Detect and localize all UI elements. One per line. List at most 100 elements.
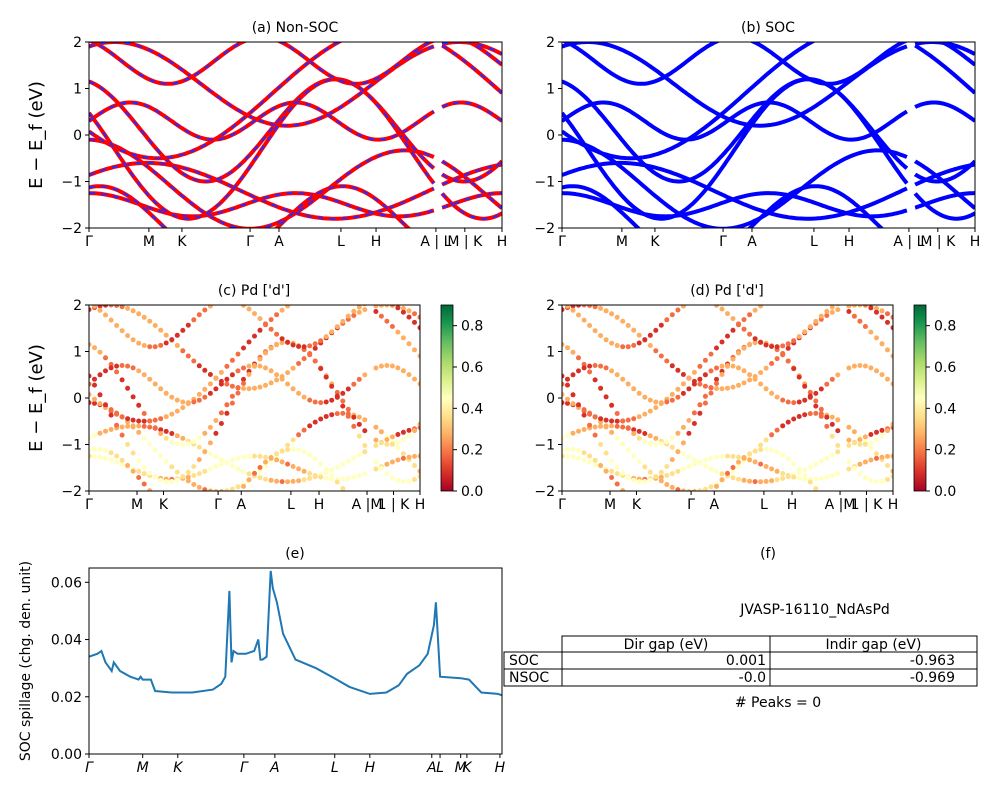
projection-dot	[318, 461, 324, 467]
projection-dot	[263, 459, 268, 465]
projection-dot	[334, 464, 340, 470]
projection-dot	[587, 453, 593, 459]
projection-dot	[378, 440, 384, 446]
projection-dot	[691, 457, 697, 463]
projection-dot	[675, 430, 681, 436]
projection-dot	[401, 517, 406, 522]
projection-dot	[730, 465, 736, 470]
projection-dot	[257, 475, 263, 481]
projection-dot	[97, 305, 103, 309]
projection-dot	[636, 428, 642, 434]
colorbar-tick-label: 0.6	[934, 360, 956, 376]
projection-dot	[257, 356, 263, 362]
projection-dot	[147, 344, 153, 350]
projection-dot	[636, 340, 642, 346]
projection-dot	[763, 365, 769, 371]
projection-dot	[763, 464, 769, 469]
projection-dot	[636, 414, 642, 420]
projection-dot	[92, 382, 97, 388]
ytick-label: 2	[73, 35, 82, 51]
projection-dot	[802, 383, 808, 389]
projection-dot	[224, 381, 230, 387]
projection-dot	[565, 382, 570, 388]
projection-dot	[758, 370, 764, 376]
projection-dot	[312, 473, 318, 478]
projection-dot	[680, 372, 686, 377]
projection-dot	[373, 466, 379, 472]
projection-dot	[141, 481, 147, 487]
projection-dot	[229, 457, 235, 463]
ytick-label: 2	[73, 298, 82, 314]
projection-dot	[235, 368, 241, 374]
projection-dot	[384, 461, 390, 467]
projection-dot	[301, 449, 307, 455]
projection-dot	[862, 363, 868, 369]
projection-dot	[719, 386, 725, 392]
projection-dot	[719, 471, 725, 477]
projection-dot	[130, 394, 136, 400]
projection-dot	[587, 422, 593, 428]
projection-dot	[296, 432, 302, 438]
panel-e: (e) 0.000.020.040.06 Γ M K Γ A L H A L MK H SOC sp…	[18, 546, 506, 776]
xtick-label: A	[274, 234, 284, 250]
projection-dot	[163, 414, 169, 420]
band-line-nonsoc-dash	[441, 192, 502, 209]
projection-dot	[89, 307, 92, 313]
projection-dot	[378, 429, 384, 435]
projection-dot	[565, 305, 570, 309]
projection-dot	[163, 435, 169, 441]
projection-dot	[395, 440, 401, 446]
projection-dot	[868, 365, 874, 371]
projection-dot	[97, 430, 103, 436]
xtick-label: H	[497, 234, 508, 250]
projection-dot	[197, 521, 202, 526]
projection-dot	[562, 435, 565, 441]
projection-dot	[780, 471, 786, 476]
projection-dot	[274, 457, 280, 463]
projection-dot	[406, 314, 412, 320]
projection-dot	[609, 402, 615, 408]
projection-dot	[741, 326, 747, 332]
projection-dot	[708, 390, 714, 396]
projection-dot	[141, 423, 147, 429]
projection-dot	[691, 381, 697, 387]
projection-dot	[301, 356, 307, 362]
projection-dot	[813, 486, 819, 491]
projection-dot	[346, 292, 351, 297]
projection-dot	[395, 520, 400, 525]
projection-dot	[609, 468, 615, 474]
projection-dot	[268, 326, 274, 332]
projection-dot	[736, 464, 741, 470]
projection-dot	[257, 363, 263, 369]
projection-dot	[417, 381, 420, 387]
projection-dot	[384, 305, 390, 308]
projection-dot	[417, 468, 420, 474]
projection-dot	[313, 290, 318, 295]
xtick-label: K	[462, 760, 473, 776]
projection-dot	[323, 475, 329, 481]
projection-dot	[824, 308, 830, 314]
projection-dot	[229, 486, 235, 491]
xtick-label: K	[650, 234, 660, 250]
projection-dot	[708, 484, 714, 490]
projection-dot	[769, 361, 775, 366]
projection-dot	[136, 340, 142, 346]
projection-dot	[389, 475, 395, 481]
band-line-nonsoc-dash	[89, 78, 435, 183]
projection-dot	[879, 314, 885, 320]
xtick-label: M	[143, 234, 155, 250]
projection-dot	[207, 451, 213, 457]
projection-dot	[152, 344, 158, 350]
projection-dot	[709, 300, 714, 305]
projection-dot	[719, 453, 725, 459]
projection-dot	[714, 454, 719, 460]
projection-dot	[191, 439, 197, 445]
colorbar-tick-label: 0.0	[934, 484, 956, 500]
projection-dot	[818, 413, 824, 419]
projection-dot	[813, 398, 819, 404]
projection-dot	[780, 343, 786, 349]
projection-dot	[592, 461, 598, 467]
projection-dot	[351, 414, 357, 420]
projection-dot	[307, 397, 313, 403]
